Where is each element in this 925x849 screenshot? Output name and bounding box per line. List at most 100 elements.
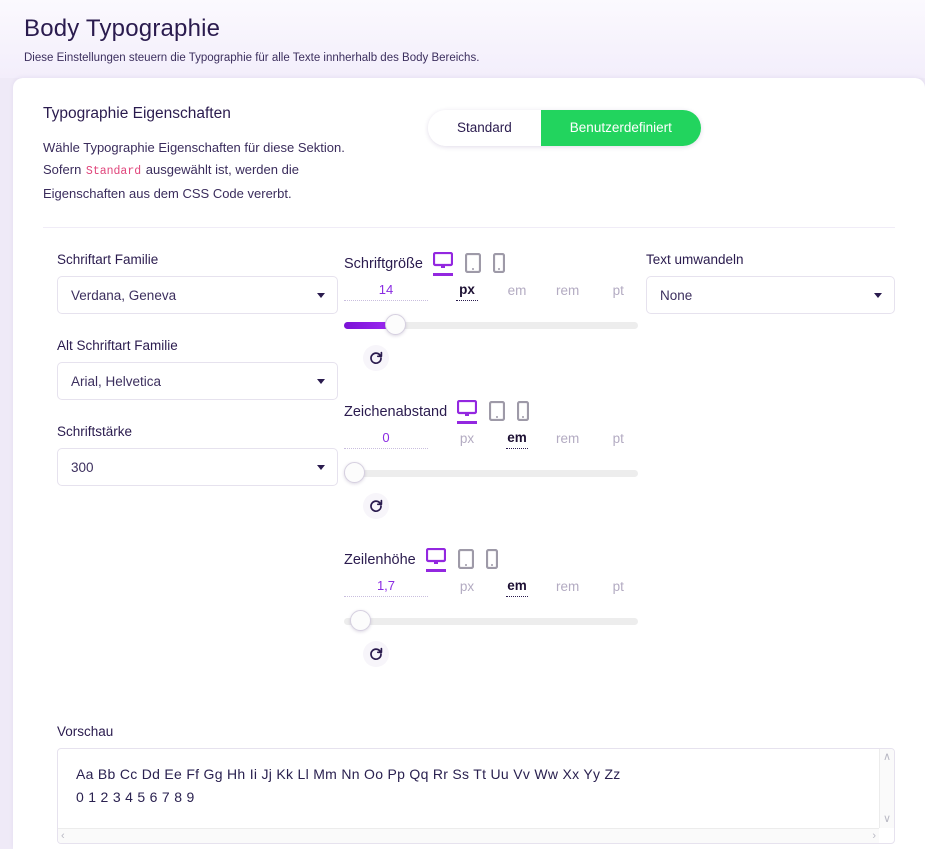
field-alt-font-family: Alt Schriftart Familie Arial, Helvetica (57, 338, 338, 400)
line-height-value[interactable]: 1,7 (344, 578, 428, 597)
line-height-units-row: 1,7 px em rem pt (344, 578, 638, 597)
mobile-icon[interactable] (517, 401, 530, 424)
slider-thumb[interactable] (349, 610, 371, 631)
desktop-icon[interactable] (425, 548, 446, 572)
label-font-family: Schriftart Familie (57, 252, 159, 267)
control-font-size-header: Schriftgröße (344, 252, 638, 276)
section-heading: Typographie Eigenschaften (43, 105, 231, 122)
description-part-2: ausgewählt ist, werden die Eigenschaften… (43, 162, 299, 201)
scroll-right-icon[interactable]: › (872, 829, 876, 842)
label-font-size: Schriftgröße (344, 256, 423, 272)
tablet-icon[interactable] (464, 253, 481, 276)
select-alt-font-family-value: Arial, Helvetica (71, 373, 162, 389)
slider-track[interactable] (344, 470, 638, 477)
select-text-transform[interactable]: None (646, 276, 895, 314)
select-font-family-value: Verdana, Geneva (71, 287, 177, 303)
label-alt-font-family: Alt Schriftart Familie (57, 338, 178, 353)
chevron-down-icon (317, 293, 325, 298)
scroll-left-icon[interactable]: ‹ (61, 829, 65, 842)
mobile-icon[interactable] (485, 549, 498, 572)
control-line-height: Zeilenhöhe (344, 548, 638, 667)
label-letter-spacing: Zeichenabstand (344, 404, 448, 420)
preview-box: Aa Bb Cc Dd Ee Ff Gg Hh Ii Jj Kk Ll Mm N… (57, 748, 895, 844)
select-alt-font-family[interactable]: Arial, Helvetica (57, 362, 338, 400)
label-line-height: Zeilenhöhe (344, 552, 416, 568)
column-left: Schriftart Familie Verdana, Geneva Alt S… (43, 252, 338, 696)
toggle-option-custom[interactable]: Benutzerdefiniert (540, 110, 701, 146)
unit-pt[interactable]: pt (612, 431, 624, 446)
unit-px[interactable]: px (459, 579, 475, 594)
preview-line-digits: 0 1 2 3 4 5 6 7 8 9 (76, 789, 195, 805)
unit-em[interactable]: em (507, 283, 527, 298)
column-middle: Schriftgröße (338, 252, 638, 696)
field-font-weight: Schriftstärke 300 (57, 424, 338, 486)
preview-line-alphabet: Aa Bb Cc Dd Ee Ff Gg Hh Ii Jj Kk Ll Mm N… (76, 766, 621, 782)
desktop-icon[interactable] (432, 252, 453, 276)
unit-rem[interactable]: rem (556, 431, 580, 446)
unit-rem[interactable]: rem (556, 579, 580, 594)
inline-code-standard: Standard (85, 165, 142, 178)
slider-thumb[interactable] (385, 314, 407, 335)
device-switcher-letter-spacing (457, 400, 530, 424)
line-height-slider[interactable] (344, 610, 638, 632)
column-right: Text umwandeln None (638, 252, 895, 696)
slider-track[interactable] (344, 618, 638, 625)
typography-mode-toggle[interactable]: Standard Benutzerdefiniert (428, 110, 701, 146)
tablet-icon[interactable] (457, 549, 474, 572)
page-title: Body Typographie (24, 15, 221, 42)
scroll-up-icon[interactable]: ∧ (882, 751, 892, 763)
unit-rem[interactable]: rem (556, 283, 580, 298)
select-text-transform-value: None (660, 287, 693, 303)
tablet-icon[interactable] (489, 401, 506, 424)
font-size-units-row: 14 px em rem pt (344, 282, 638, 301)
chevron-down-icon (874, 293, 882, 298)
unit-px[interactable]: px (459, 431, 475, 446)
device-switcher-line-height (425, 548, 498, 572)
letter-spacing-units-row: 0 px em rem pt (344, 430, 638, 449)
preview-vertical-scrollbar[interactable]: ∧ ∨ (879, 749, 894, 828)
field-font-family: Schriftart Familie Verdana, Geneva (57, 252, 338, 314)
select-font-weight-value: 300 (71, 459, 94, 475)
preview-content: Aa Bb Cc Dd Ee Ff Gg Hh Ii Jj Kk Ll Mm N… (58, 749, 894, 809)
slider-fill (344, 322, 397, 329)
preview-section: Vorschau Aa Bb Cc Dd Ee Ff Gg Hh Ii Jj K… (13, 696, 925, 844)
desktop-icon[interactable] (457, 400, 478, 424)
reset-icon[interactable] (363, 493, 389, 519)
select-font-family[interactable]: Verdana, Geneva (57, 276, 338, 314)
letter-spacing-value[interactable]: 0 (344, 430, 428, 449)
section-description: Wähle Typographie Eigenschaften für dies… (43, 137, 383, 205)
font-size-slider[interactable] (344, 314, 638, 336)
unit-em[interactable]: em (506, 578, 528, 597)
control-font-size: Schriftgröße (344, 252, 638, 371)
settings-card: Typographie Eigenschaften Wähle Typograp… (13, 78, 925, 849)
label-font-weight: Schriftstärke (57, 424, 133, 439)
mobile-icon[interactable] (492, 253, 505, 276)
typography-properties-row: Typographie Eigenschaften Wähle Typograp… (43, 104, 895, 205)
page-subtitle: Diese Einstellungen steuern die Typograp… (24, 52, 480, 64)
preview-horizontal-scrollbar[interactable]: ‹ › (58, 828, 879, 843)
reset-icon[interactable] (363, 345, 389, 371)
field-text-transform: Text umwandeln None (646, 252, 895, 314)
unit-px[interactable]: px (456, 282, 478, 301)
select-font-weight[interactable]: 300 (57, 448, 338, 486)
font-size-value[interactable]: 14 (344, 282, 428, 301)
device-switcher-font-size (432, 252, 505, 276)
description-part-1: Wähle Typographie Eigenschaften für dies… (43, 140, 345, 177)
scroll-down-icon[interactable]: ∨ (882, 813, 892, 825)
toggle-option-standard[interactable]: Standard (428, 110, 541, 146)
unit-pt[interactable]: pt (612, 579, 624, 594)
unit-em[interactable]: em (506, 430, 528, 449)
preview-label: Vorschau (57, 724, 114, 739)
label-text-transform: Text umwandeln (646, 252, 744, 267)
slider-thumb[interactable] (344, 462, 365, 483)
unit-pt[interactable]: pt (612, 283, 624, 298)
slider-track[interactable] (344, 322, 638, 329)
reset-icon[interactable] (363, 641, 389, 667)
settings-columns: Schriftart Familie Verdana, Geneva Alt S… (43, 228, 895, 696)
page-header: Body Typographie Diese Einstellungen ste… (0, 0, 925, 78)
letter-spacing-slider[interactable] (344, 462, 638, 484)
control-letter-spacing: Zeichenabstand (344, 400, 638, 519)
control-letter-spacing-header: Zeichenabstand (344, 400, 638, 424)
chevron-down-icon (317, 465, 325, 470)
control-line-height-header: Zeilenhöhe (344, 548, 638, 572)
